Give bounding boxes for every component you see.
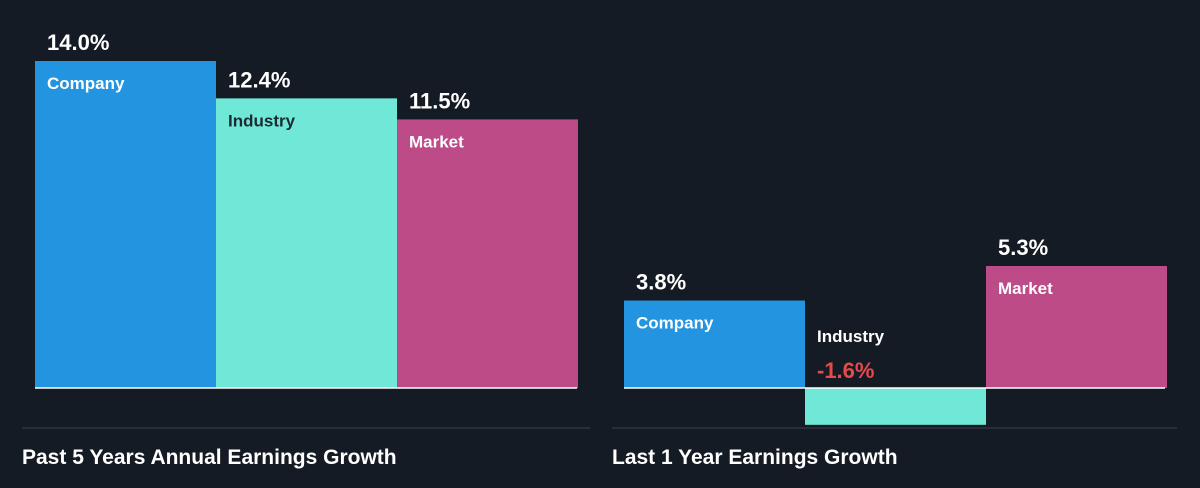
chart-title-last-1-year: Last 1 Year Earnings Growth [612,446,898,469]
last-1-year-value-label-industry: -1.6% [817,358,874,383]
last-1-year-bar-company [624,300,805,388]
last-1-year-bar-industry [805,388,986,425]
past-5-years-category-label-industry: Industry [228,111,296,130]
last-1-year-value-label-market: 5.3% [998,235,1048,260]
last-1-year-chart: 3.8% Company -1.6% Industry 5.3% Market [624,235,1167,425]
past-5-years-value-label-industry: 12.4% [228,67,290,92]
past-5-years-category-label-market: Market [409,132,464,151]
last-1-year-category-label-company: Company [636,314,714,333]
chart-title-past-5-years: Past 5 Years Annual Earnings Growth [22,446,397,469]
past-5-years-value-label-company: 14.0% [47,30,109,55]
past-5-years-bar-industry [216,98,397,388]
last-1-year-value-label-company: 3.8% [636,270,686,295]
past-5-years-chart: 14.0% Company 12.4% Industry 11.5% Market [35,30,578,389]
past-5-years-bar-market [397,119,578,389]
last-1-year-category-label-industry: Industry [817,327,885,346]
past-5-years-category-label-company: Company [47,74,125,93]
past-5-years-value-label-market: 11.5% [409,88,470,113]
last-1-year-category-label-market: Market [998,279,1053,298]
past-5-years-bar-company [35,61,216,388]
last-1-year-bar-market [986,266,1167,388]
